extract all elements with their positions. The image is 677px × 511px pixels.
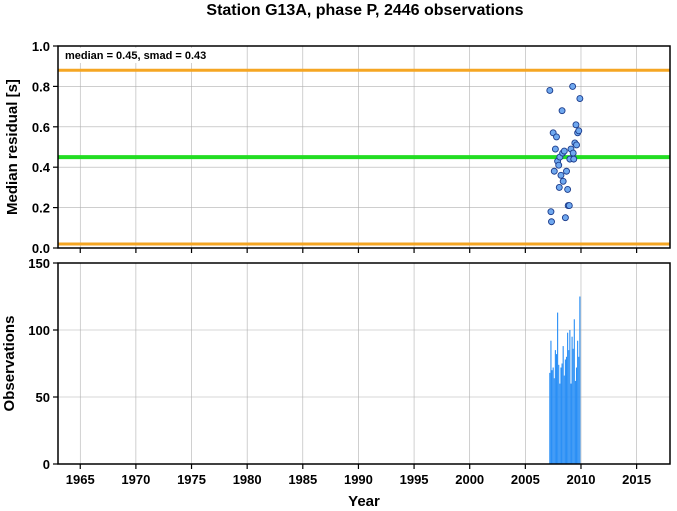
observation-bar xyxy=(565,356,568,464)
observation-bar xyxy=(550,340,552,464)
residual-panel: 0.0 0.2 0.4 0.6 0.8 1.0 median = 0.45, smad =… xyxy=(4,39,671,256)
observation-bar xyxy=(559,383,561,464)
y-tick-label: 100 xyxy=(28,323,50,338)
observation-bar xyxy=(562,346,564,464)
residual-point xyxy=(565,202,573,210)
residual-point xyxy=(569,82,577,90)
residual-y-axis-label: Median residual [s] xyxy=(4,79,21,215)
residual-point xyxy=(546,86,554,94)
observations-frame xyxy=(57,262,671,465)
residual-point xyxy=(563,167,570,175)
observation-bar xyxy=(568,350,570,464)
residual-point xyxy=(558,107,566,115)
y-tick-label: 1.0 xyxy=(32,39,50,54)
residual-point xyxy=(573,141,580,149)
residual-point xyxy=(550,167,558,175)
residual-point xyxy=(555,183,563,191)
observations-y-ticks: 0 50 100 150 xyxy=(28,256,58,472)
x-tick-label: 1990 xyxy=(344,472,373,487)
observation-bar xyxy=(558,364,560,464)
chart-title: Station G13A, phase P, 2446 observations xyxy=(206,2,523,19)
y-tick-label: 150 xyxy=(28,256,50,271)
observation-bar xyxy=(560,367,562,464)
residual-point xyxy=(555,161,563,169)
y-tick-label: 0.8 xyxy=(32,79,50,94)
residual-point xyxy=(569,149,577,157)
residual-point xyxy=(560,147,568,155)
residual-point xyxy=(548,218,555,226)
observation-bar xyxy=(555,354,558,464)
annotation-background xyxy=(60,48,246,63)
observation-bar xyxy=(571,336,573,464)
observation-bar xyxy=(554,350,556,464)
observations-y-axis-label: Observations xyxy=(1,316,18,412)
observation-bar xyxy=(572,348,574,464)
observation-bar xyxy=(552,367,554,464)
residual-points xyxy=(546,82,584,226)
y-tick-label: 0.4 xyxy=(32,160,51,175)
observation-bar xyxy=(564,359,566,464)
residual-point xyxy=(551,145,559,153)
residual-point xyxy=(557,171,565,179)
observation-bar xyxy=(574,380,576,464)
residual-point xyxy=(570,155,578,163)
observation-bar xyxy=(570,383,572,464)
x-tick-label: 2010 xyxy=(567,472,596,487)
observation-bar xyxy=(563,375,565,464)
observation-bar xyxy=(569,330,571,464)
observations-x-ticks: 1965 1970 1975 1980 1985 1990 1995 2000 2005 2010… xyxy=(66,464,651,487)
x-tick-label: 1970 xyxy=(121,472,150,487)
residual-point xyxy=(575,127,583,135)
observation-bar xyxy=(578,356,580,464)
observation-bar xyxy=(561,363,563,464)
observation-bar xyxy=(575,367,578,464)
y-tick-label: 0.0 xyxy=(32,241,50,256)
observation-bar xyxy=(579,296,581,464)
x-tick-label: 1975 xyxy=(177,472,206,487)
x-axis-label: Year xyxy=(348,493,380,510)
observations-bars xyxy=(549,296,581,464)
observation-bar xyxy=(549,372,551,464)
x-tick-label: 1980 xyxy=(233,472,262,487)
residual-point xyxy=(553,133,560,141)
residual-point xyxy=(572,121,580,129)
x-tick-label: 1985 xyxy=(288,472,317,487)
observation-bar xyxy=(553,378,555,464)
x-tick-label: 2000 xyxy=(455,472,484,487)
observations-panel: 0 50 100 150 1965 1970 1975 1980 1985 1990 1995 20… xyxy=(1,256,671,510)
observation-bar xyxy=(567,332,569,464)
residual-point xyxy=(564,185,572,193)
x-tick-label: 2005 xyxy=(511,472,540,487)
observation-bar xyxy=(551,370,553,464)
residual-x-ticks xyxy=(79,248,638,253)
median-smad-annotation: median = 0.45, smad = 0.43 xyxy=(65,50,206,62)
observation-bar xyxy=(577,340,579,464)
residual-y-ticks: 0.0 0.2 0.4 0.6 0.8 1.0 xyxy=(32,39,58,256)
y-tick-label: 0 xyxy=(43,457,50,472)
x-tick-label: 1965 xyxy=(66,472,95,487)
x-tick-label: 1995 xyxy=(400,472,429,487)
x-tick-label: 2015 xyxy=(622,472,651,487)
y-tick-label: 50 xyxy=(36,390,50,405)
residual-point xyxy=(559,177,567,185)
residual-point xyxy=(547,208,555,216)
residual-point xyxy=(561,214,569,222)
y-tick-label: 0.6 xyxy=(32,120,50,135)
observation-bar xyxy=(573,319,575,464)
observation-bar xyxy=(557,312,559,464)
y-tick-label: 0.2 xyxy=(32,201,50,216)
residual-point xyxy=(576,95,584,102)
residual-frame xyxy=(57,45,671,249)
